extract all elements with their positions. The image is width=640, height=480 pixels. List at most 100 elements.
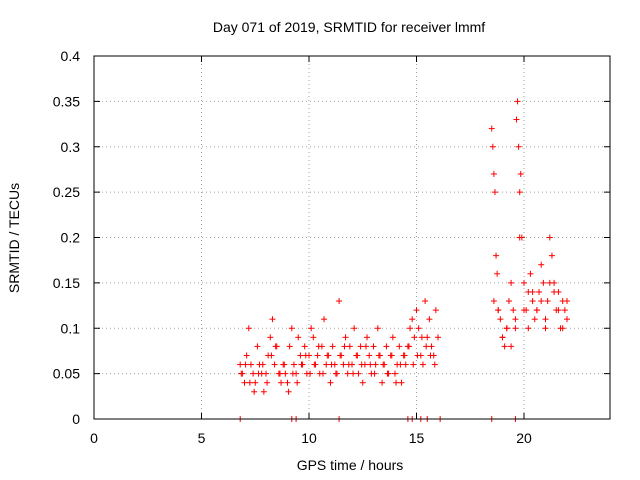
data-point — [397, 361, 404, 368]
data-point — [271, 361, 278, 368]
data-point — [389, 334, 396, 341]
y-tick-label: 0.25 — [53, 184, 80, 200]
data-point — [521, 307, 527, 314]
data-point — [350, 370, 357, 377]
x-tick-label: 20 — [516, 430, 532, 446]
data-point — [289, 370, 296, 377]
data-point — [419, 361, 426, 368]
data-point — [329, 343, 336, 350]
data-point — [332, 370, 339, 377]
data-point — [410, 361, 417, 368]
data-point — [362, 343, 369, 350]
data-point — [529, 288, 536, 295]
data-point — [358, 361, 365, 368]
data-point — [538, 298, 545, 305]
data-point — [546, 234, 553, 241]
data-point — [384, 370, 391, 377]
data-point — [538, 261, 545, 268]
data-point — [499, 334, 506, 341]
data-point — [354, 352, 361, 359]
data-point — [295, 334, 302, 341]
data-point — [264, 379, 271, 386]
data-point — [375, 352, 382, 359]
data-point — [514, 98, 521, 105]
data-point — [290, 361, 297, 368]
data-point — [561, 307, 568, 314]
data-point — [544, 298, 551, 305]
data-point — [272, 343, 279, 350]
data-point — [364, 334, 371, 341]
data-point — [267, 334, 274, 341]
data-point — [555, 307, 562, 314]
data-point — [311, 361, 318, 368]
data-point — [284, 379, 291, 386]
y-tick-label: 0.2 — [61, 230, 81, 246]
data-point — [418, 334, 425, 341]
data-point — [540, 279, 547, 286]
data-point — [341, 343, 348, 350]
data-point — [268, 352, 275, 359]
data-point — [370, 343, 377, 350]
data-point — [247, 361, 254, 368]
data-point — [301, 343, 308, 350]
data-point — [359, 379, 366, 386]
data-point — [516, 189, 523, 196]
data-point — [259, 361, 266, 368]
data-point — [533, 307, 540, 314]
data-point — [278, 379, 285, 386]
data-point — [428, 343, 435, 350]
data-point — [405, 343, 412, 350]
data-point — [398, 379, 405, 386]
data-point — [542, 325, 549, 332]
data-point — [374, 325, 381, 332]
data-point — [432, 307, 439, 314]
data-point — [297, 352, 304, 359]
data-point — [527, 270, 534, 277]
data-point — [546, 279, 553, 286]
data-point — [427, 352, 434, 359]
data-point — [551, 288, 558, 295]
data-point — [512, 325, 519, 332]
data-point — [542, 316, 549, 323]
data-point — [521, 279, 527, 286]
data-point — [407, 325, 414, 332]
data-point — [505, 298, 512, 305]
data-point — [564, 316, 570, 323]
data-point — [414, 352, 421, 359]
data-point — [285, 388, 292, 395]
y-tick-label: 0 — [72, 411, 80, 427]
data-point — [328, 361, 335, 368]
data-point — [435, 334, 441, 341]
data-point — [286, 343, 293, 350]
data-point — [243, 352, 250, 359]
data-point — [372, 361, 379, 368]
data-point — [310, 334, 317, 341]
data-point — [431, 361, 438, 368]
y-tick-label: 0.35 — [53, 93, 80, 109]
data-point — [525, 325, 532, 332]
data-point — [564, 298, 570, 305]
data-point — [307, 370, 314, 377]
data-point — [548, 252, 555, 259]
data-point — [252, 379, 259, 386]
data-point — [245, 325, 252, 332]
data-point — [367, 361, 374, 368]
y-axis-title: SRMTID / TECUs — [6, 183, 22, 293]
axis-ticks — [93, 55, 610, 420]
data-point — [255, 370, 262, 377]
data-point — [491, 189, 498, 196]
data-point — [366, 352, 373, 359]
data-point — [337, 352, 344, 359]
data-point — [238, 370, 245, 377]
data-points — [237, 98, 570, 422]
y-tick-label: 0.1 — [61, 320, 81, 336]
x-tick-label: 0 — [90, 430, 98, 446]
data-point — [241, 379, 248, 386]
data-point — [282, 370, 289, 377]
data-point — [281, 361, 288, 368]
data-point — [242, 361, 249, 368]
data-point — [490, 170, 497, 177]
data-point — [342, 334, 349, 341]
data-point — [393, 379, 400, 386]
